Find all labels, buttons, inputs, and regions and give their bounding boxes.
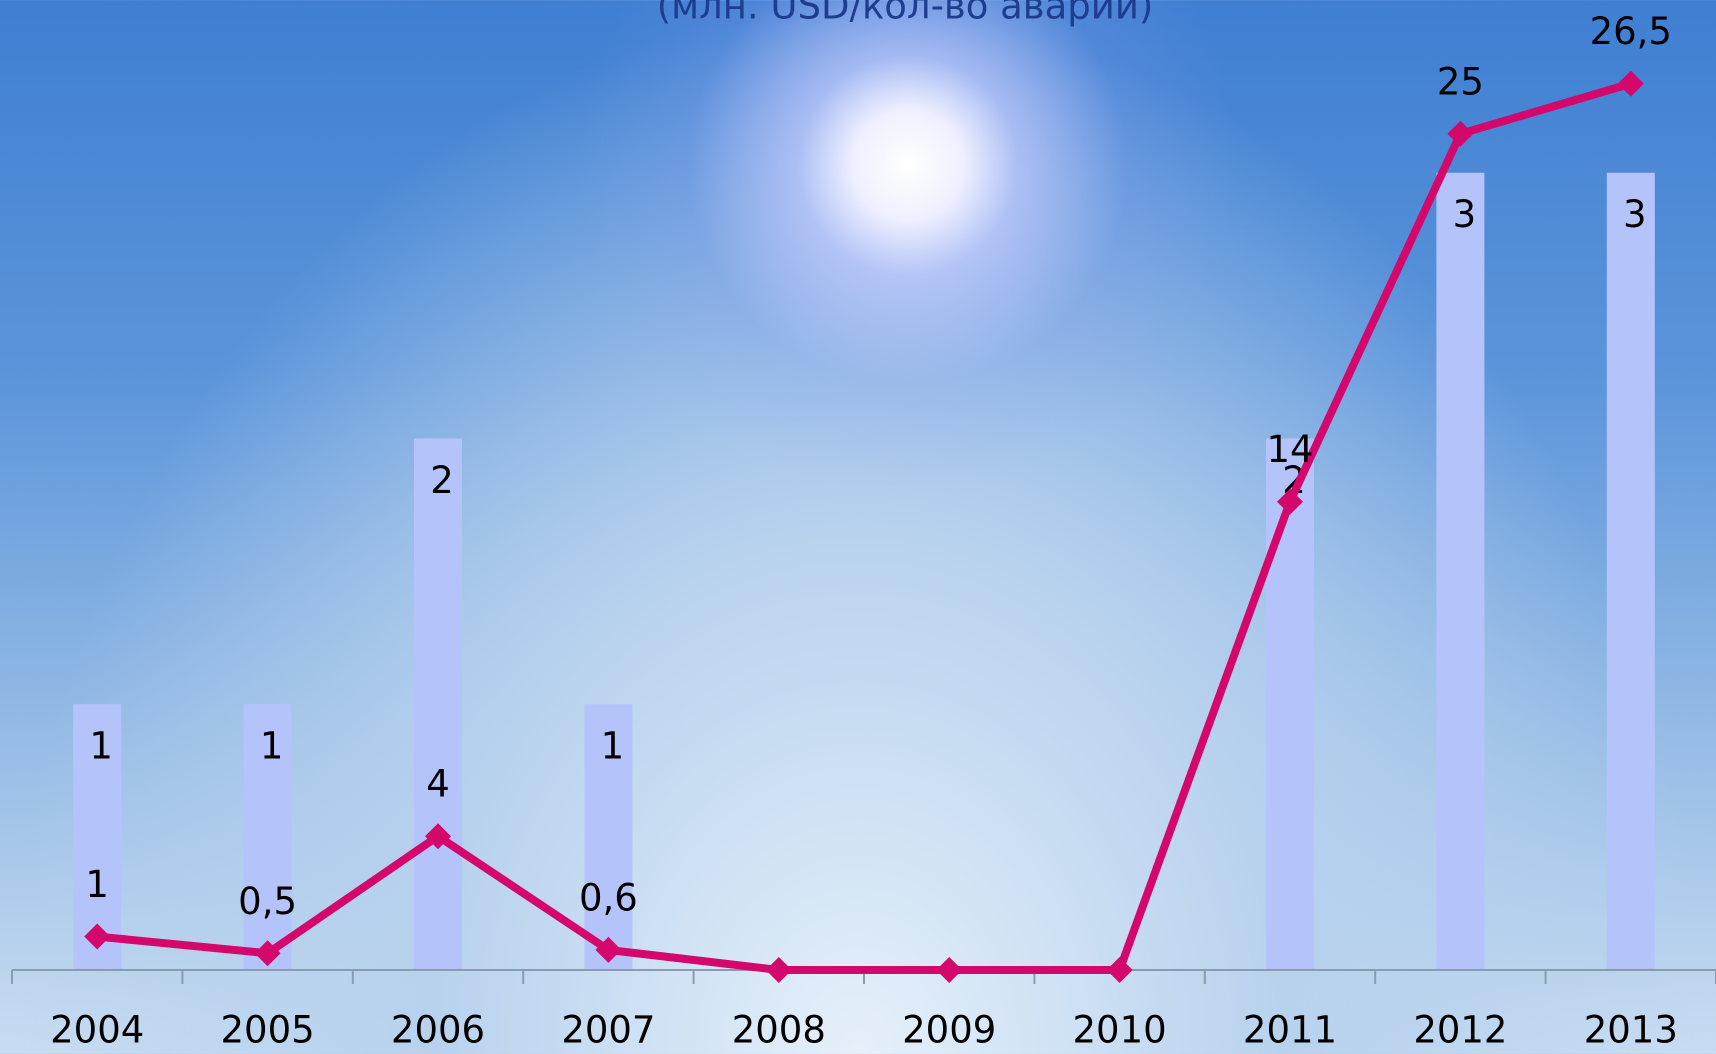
line-value-label: 26,5 [1590,10,1672,53]
x-tick-label: 2008 [732,1009,826,1052]
line-value-label: 0,5 [238,880,297,923]
x-tick-label: 2013 [1584,1009,1678,1052]
line-marker [1447,120,1474,147]
line-marker [254,940,281,967]
line-value-label: 25 [1437,60,1484,103]
line-marker [84,923,111,950]
bar [584,704,633,970]
line-value-label: 14 [1266,428,1313,471]
bar-value-label: 1 [601,725,625,768]
bar [1606,172,1655,970]
line [96,79,1632,974]
line-value-label: 4 [426,763,450,806]
line-marker [595,936,622,963]
chart-title: (млн. USD/кол-во аварий) [657,0,1154,28]
bar-value-label: 2 [430,459,454,502]
line-marker [1617,70,1644,97]
line-marker [765,957,792,983]
bar [414,438,462,970]
line-value-label: 0,6 [579,876,638,919]
x-tick-label: 2012 [1413,1009,1507,1052]
line-marker [425,823,451,850]
x-tick-label: 2009 [902,1009,996,1052]
line-marker [1106,957,1133,983]
x-tick-label: 2007 [561,1009,655,1052]
x-tick-label: 2005 [221,1009,315,1052]
bar [1266,438,1314,970]
line-marker [936,957,963,983]
bar-value-label: 3 [1623,193,1647,236]
x-tick-label: 2011 [1243,1009,1337,1052]
bar-value-label: 1 [260,725,284,768]
x-tick-label: 2010 [1073,1009,1167,1052]
x-tick-label: 2004 [50,1009,144,1052]
bar-value-label: 1 [89,725,113,768]
line-value-label: 1 [85,863,109,906]
line-marker [1277,488,1303,515]
bar [1436,172,1485,970]
bar [243,704,292,970]
bar-value-label: 3 [1453,193,1477,236]
x-tick-label: 2006 [391,1009,485,1052]
